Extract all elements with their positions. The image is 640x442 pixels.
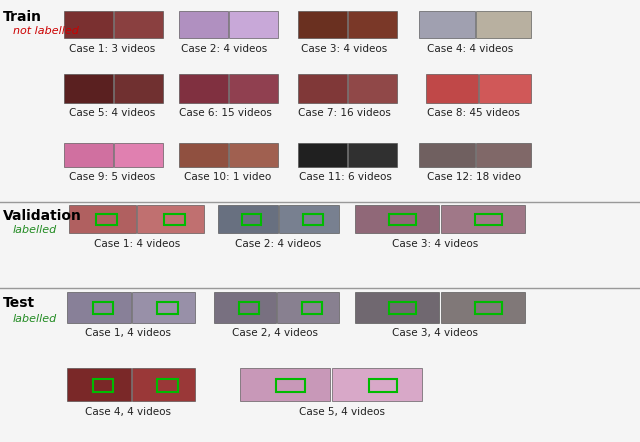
Text: Case 1, 4 videos: Case 1, 4 videos [85, 328, 171, 338]
Bar [475, 214, 502, 225]
Bar [298, 11, 347, 38]
Bar [242, 214, 261, 225]
Bar [389, 302, 416, 314]
Text: Case 3, 4 videos: Case 3, 4 videos [392, 328, 478, 338]
Bar [419, 143, 475, 167]
Text: Test: Test [3, 296, 35, 310]
Bar [476, 143, 531, 167]
Bar [369, 379, 397, 392]
Bar [355, 292, 439, 323]
Text: Case 2: 4 videos: Case 2: 4 videos [181, 44, 267, 54]
Bar [132, 368, 195, 401]
Bar [164, 214, 185, 225]
Bar [348, 143, 397, 167]
Bar [114, 74, 163, 103]
Bar [93, 379, 113, 392]
Text: labelled: labelled [13, 314, 57, 324]
Bar [179, 143, 228, 167]
Bar [114, 143, 163, 167]
Text: Case 12: 18 video: Case 12: 18 video [427, 172, 520, 183]
Bar [389, 214, 416, 225]
Text: Case 1: 4 videos: Case 1: 4 videos [95, 239, 180, 249]
Bar [441, 292, 525, 323]
Bar [277, 292, 339, 323]
Text: Case 4: 4 videos: Case 4: 4 videos [428, 44, 513, 54]
Bar [179, 74, 228, 103]
Bar [298, 74, 347, 103]
Text: labelled: labelled [13, 225, 57, 236]
Bar [64, 11, 113, 38]
Bar [64, 74, 113, 103]
Bar [303, 214, 323, 225]
Bar [426, 74, 478, 103]
Bar [239, 302, 259, 314]
Bar [332, 368, 422, 401]
Text: Validation: Validation [3, 209, 82, 223]
Bar [67, 292, 131, 323]
Text: Case 5: 4 videos: Case 5: 4 videos [69, 108, 155, 118]
Text: Case 11: 6 videos: Case 11: 6 videos [299, 172, 392, 183]
Bar [475, 302, 502, 314]
Bar [96, 214, 117, 225]
Bar [298, 143, 347, 167]
Bar [214, 292, 276, 323]
Text: Case 10: 1 video: Case 10: 1 video [184, 172, 271, 183]
Bar [69, 205, 136, 233]
Text: Case 8: 45 videos: Case 8: 45 videos [427, 108, 520, 118]
Text: Case 6: 15 videos: Case 6: 15 videos [179, 108, 272, 118]
Bar [157, 302, 178, 314]
Bar [218, 205, 278, 233]
Text: Train: Train [3, 10, 42, 24]
Bar [93, 302, 113, 314]
Text: Case 5, 4 videos: Case 5, 4 videos [300, 407, 385, 417]
Text: Case 1: 3 videos: Case 1: 3 videos [69, 44, 155, 54]
Text: Case 2, 4 videos: Case 2, 4 videos [232, 328, 318, 338]
Bar [479, 74, 531, 103]
Text: Case 3: 4 videos: Case 3: 4 videos [301, 44, 387, 54]
Text: Case 7: 16 videos: Case 7: 16 videos [298, 108, 391, 118]
Bar [67, 368, 131, 401]
Bar [157, 379, 178, 392]
Bar [302, 302, 322, 314]
Bar [240, 368, 330, 401]
Bar [441, 205, 525, 233]
Text: Case 3: 4 videos: Case 3: 4 videos [392, 239, 478, 249]
Bar [348, 74, 397, 103]
Bar [64, 143, 113, 167]
Text: Case 2: 4 videos: Case 2: 4 videos [236, 239, 321, 249]
Bar [476, 11, 531, 38]
Bar [419, 11, 475, 38]
Bar [132, 292, 195, 323]
Bar [137, 205, 204, 233]
Bar [229, 11, 278, 38]
Bar [348, 11, 397, 38]
Bar [179, 11, 228, 38]
Bar [355, 205, 439, 233]
Text: Case 9: 5 videos: Case 9: 5 videos [69, 172, 155, 183]
Text: Case 4, 4 videos: Case 4, 4 videos [85, 407, 171, 417]
Bar [114, 11, 163, 38]
Bar [276, 379, 305, 392]
Bar [229, 74, 278, 103]
Text: not labelled: not labelled [13, 26, 79, 36]
Bar [229, 143, 278, 167]
Bar [279, 205, 339, 233]
